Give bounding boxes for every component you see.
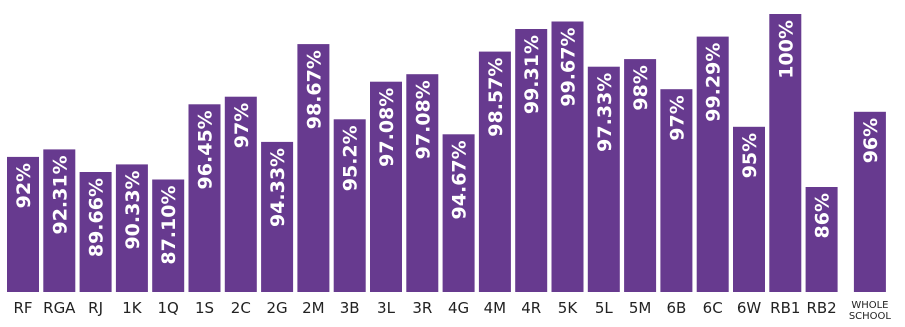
bar-5m <box>624 59 657 292</box>
category-label: 6B <box>666 299 686 317</box>
category-label: WHOLE <box>851 300 888 311</box>
category-label: 2C <box>231 299 251 317</box>
bar-value-label: 92% <box>13 163 35 208</box>
bar-value-label: 99.29% <box>703 43 725 122</box>
bar-value-label: 98% <box>630 65 652 110</box>
category-label: 4M <box>484 299 507 317</box>
bar-1k <box>115 164 148 292</box>
category-label: 5K <box>558 299 579 317</box>
bar-value-label: 95% <box>739 133 761 178</box>
bar-5k <box>551 21 584 292</box>
bar-value-label: 96.45% <box>195 110 217 189</box>
category-label: RB1 <box>770 299 800 317</box>
bar-value-label: 92.31% <box>49 155 71 234</box>
bar-4m <box>478 51 511 292</box>
category-label: 3L <box>377 299 396 317</box>
bar-value-label: 87.10% <box>158 186 180 265</box>
bar-value-label: 95.2% <box>340 125 362 191</box>
category-labels: RF RGA RJ 1K 1Q 1S 2C 2G 2M 3B 3L 3R 4G 4M 4R 5K 5L 5M 6B 6… <box>13 299 891 322</box>
category-label: 2M <box>302 299 325 317</box>
category-label: RGA <box>43 299 76 317</box>
category-label: RF <box>13 299 32 317</box>
bar-value-label: 97.08% <box>376 88 398 167</box>
bar-3l <box>370 81 402 292</box>
category-label: RJ <box>88 299 103 317</box>
bar-value-label: 98.67% <box>303 50 325 129</box>
category-label: 6C <box>703 299 723 317</box>
bar-1s <box>188 104 221 292</box>
bar-rga <box>43 149 76 292</box>
bar-6w <box>733 126 765 292</box>
bar-2m <box>297 44 330 292</box>
bar-value-label: 98.57% <box>485 58 507 137</box>
bar-value-label: 100% <box>775 20 797 79</box>
category-label: 4R <box>521 299 541 317</box>
category-label: 2G <box>267 299 288 317</box>
bars: 92% 92.31% 89.66% 90.33% 87.10% 96.45% 97% 94.3… <box>7 14 886 292</box>
category-label: 3B <box>340 299 360 317</box>
bar-3r <box>406 74 439 292</box>
category-label: 5L <box>595 299 614 317</box>
bar-2c <box>224 96 257 292</box>
category-label: 1Q <box>158 299 179 317</box>
bar-2g <box>261 141 294 292</box>
bar-1q <box>152 179 185 292</box>
category-label: 6W <box>737 299 762 317</box>
bar-rb1 <box>769 14 802 292</box>
bar-4r <box>515 29 548 292</box>
bar-6c <box>696 36 729 292</box>
bar-value-label: 94.67% <box>449 140 471 219</box>
category-label: 4G <box>448 299 469 317</box>
bar-value-label: 90.33% <box>122 170 144 249</box>
bar-rf <box>7 156 39 292</box>
category-label: 5M <box>629 299 652 317</box>
bar-rb2 <box>805 187 838 292</box>
bar-whole-school <box>853 111 886 292</box>
bar-value-label: 86% <box>812 193 834 238</box>
category-label: SCHOOL <box>849 311 892 322</box>
bar-value-label: 96% <box>860 118 882 163</box>
bar-6b <box>660 89 693 292</box>
bar-3b <box>333 119 366 292</box>
bar-value-label: 97.08% <box>412 80 434 159</box>
bar-value-label: 89.66% <box>86 178 108 257</box>
category-label: 1S <box>195 299 214 317</box>
bar-value-label: 94.33% <box>267 148 289 227</box>
bar-value-label: 99.31% <box>521 35 543 114</box>
category-label: RB2 <box>806 299 836 317</box>
bar-value-label: 97% <box>666 95 688 140</box>
bar-value-label: 97% <box>231 103 253 148</box>
bar-value-label: 97.33% <box>594 73 616 152</box>
bar-value-label: 99.67% <box>558 28 580 107</box>
category-label: 1K <box>122 299 143 317</box>
bar-rj <box>79 172 112 292</box>
bar-5l <box>587 66 620 292</box>
category-label: 3R <box>412 299 432 317</box>
bar-4g <box>442 134 475 292</box>
